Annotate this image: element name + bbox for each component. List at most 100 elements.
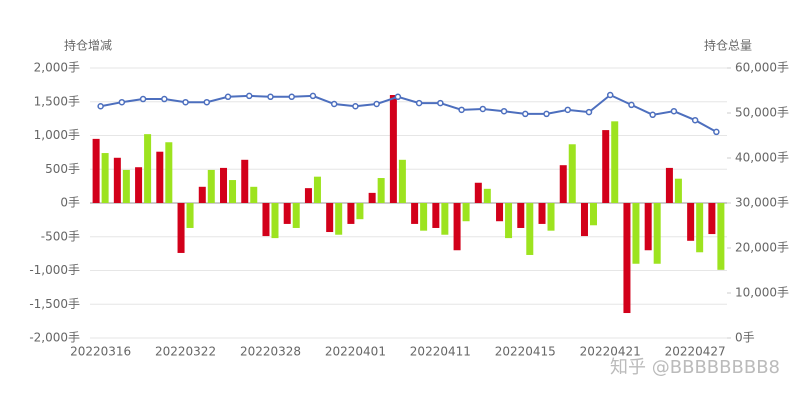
line-point [415, 99, 423, 107]
bar [229, 180, 237, 203]
bar [580, 203, 588, 237]
bar [602, 130, 610, 203]
bar [377, 178, 385, 203]
bar [198, 186, 206, 203]
bar [665, 167, 673, 203]
bar [313, 176, 321, 203]
bar [687, 203, 695, 241]
line-point [713, 128, 720, 136]
line-point [118, 98, 126, 106]
x-tick-label: 20220316 [70, 345, 131, 359]
bar [122, 169, 130, 203]
y2-tick-label: 0手 [735, 331, 755, 345]
x-tick-label: 20220411 [410, 345, 471, 359]
bar [101, 153, 109, 203]
bar [462, 203, 470, 222]
y2-tick-label: 40,000手 [735, 151, 789, 165]
y-tick-label: 1,500手 [34, 94, 80, 108]
bar [165, 142, 173, 203]
bar [186, 203, 194, 228]
bar [250, 186, 258, 203]
y2-tick-label: 60,000手 [735, 61, 789, 75]
line-point [224, 93, 232, 101]
y-tick-label: -500手 [41, 229, 80, 243]
bar [144, 134, 152, 203]
bar [347, 203, 355, 224]
bar [241, 159, 249, 203]
line-point [437, 99, 444, 107]
line-point [649, 111, 656, 119]
line-point [500, 107, 508, 115]
line-point [691, 116, 699, 124]
bar [326, 203, 334, 233]
bar [207, 169, 215, 203]
line-point [288, 93, 295, 101]
bar [538, 203, 546, 224]
bar [156, 151, 164, 203]
line-point [373, 100, 380, 108]
y-tick-label: 2,000手 [34, 61, 80, 75]
bar [304, 188, 312, 203]
y2-tick-label: 20,000手 [735, 241, 789, 255]
x-tick-label: 20220328 [240, 345, 301, 359]
bar [483, 188, 491, 203]
line-point [394, 93, 402, 101]
watermark: 知乎 @BBBBBBBB8 [610, 357, 780, 378]
line-point [670, 107, 678, 115]
bar [526, 203, 534, 255]
y-tick-label: -1,000手 [29, 263, 80, 277]
line-point [246, 92, 253, 100]
line [100, 93, 717, 133]
x-tick-label: 20220401 [325, 345, 386, 359]
line-point [267, 93, 274, 101]
y-tick-label: 500手 [45, 162, 80, 176]
bar [220, 167, 228, 203]
line-point [458, 106, 465, 114]
bar [623, 203, 631, 314]
bar [589, 203, 597, 226]
line-point [585, 108, 593, 116]
y2-tick-label: 10,000手 [735, 286, 789, 300]
bar [474, 182, 482, 203]
line-point [97, 103, 104, 110]
bar [389, 95, 397, 203]
y2-axis-title: 持仓总量 [704, 38, 752, 53]
x-tick-label: 20220421 [580, 345, 641, 359]
line-point [330, 100, 338, 108]
x-tick-label: 20220322 [155, 345, 216, 359]
line-point [606, 91, 614, 99]
x-tick-label: 20220427 [665, 345, 726, 359]
y-axis-title: 持仓增减 [64, 38, 112, 53]
line-point [352, 103, 359, 110]
bar [644, 203, 652, 251]
y-tick-label: 0手 [60, 196, 80, 210]
bar [135, 167, 143, 203]
bar [653, 203, 661, 264]
y-tick-label: 1,000手 [34, 128, 80, 142]
bar [335, 203, 343, 235]
y-tick-label: -1,500手 [29, 297, 80, 311]
line-point [139, 95, 147, 103]
line-point [182, 98, 189, 106]
bar [568, 144, 576, 203]
bar [398, 159, 406, 203]
bar [411, 203, 419, 224]
bar [611, 121, 619, 203]
bar [420, 203, 428, 231]
bar [708, 203, 716, 235]
line-point [564, 106, 571, 114]
bar [368, 192, 376, 203]
bar [674, 178, 682, 203]
bar [92, 138, 100, 203]
bar [356, 203, 364, 220]
bar [559, 165, 567, 203]
bar [453, 203, 461, 251]
bar [496, 203, 504, 222]
bar [632, 203, 640, 264]
bar [441, 203, 449, 235]
x-tick-label: 20220415 [495, 345, 556, 359]
bar [262, 203, 270, 237]
line-point [543, 110, 550, 118]
bar [113, 157, 121, 203]
bar [505, 203, 513, 239]
